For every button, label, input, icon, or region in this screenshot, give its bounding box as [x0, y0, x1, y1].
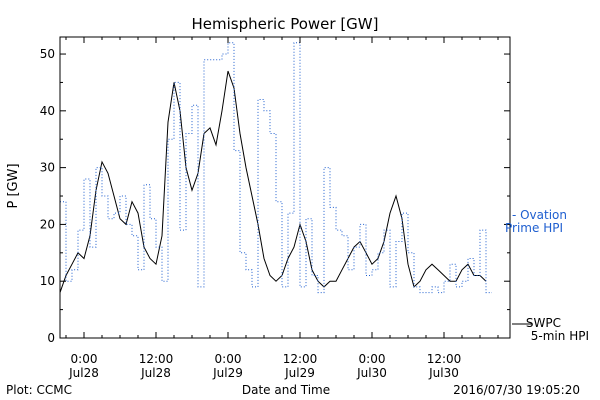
x-tick-label-time: 0:00	[71, 352, 98, 366]
y-tick-label: 30	[40, 161, 55, 175]
x-axis-ticks: 0:00Jul2812:00Jul280:00Jul2912:00Jul290:…	[65, 37, 499, 380]
y-tick-label: 10	[40, 274, 55, 288]
x-tick-label-time: 12:00	[427, 352, 462, 366]
x-axis-label: Date and Time	[242, 383, 330, 397]
x-tick-label-date: Jul29	[212, 366, 243, 380]
series-ovation-prime-hpi	[60, 42, 492, 294]
x-tick-label-date: Jul28	[140, 366, 171, 380]
y-tick-label: 20	[40, 217, 55, 231]
y-axis-ticks: 0 10 20 30 40 50	[40, 47, 510, 345]
x-tick-label-time: 12:00	[283, 352, 318, 366]
x-tick-label-date: Jul30	[428, 366, 459, 380]
legend-ovation-label-2: Prime HPI	[505, 221, 563, 235]
x-tick-label-date: Jul30	[356, 366, 387, 380]
series-line	[59, 70, 487, 293]
chart-title: Hemispheric Power [GW]	[192, 15, 379, 33]
series-layer	[59, 42, 492, 294]
legend-swpc-hpi: SWPC 5-min HPI	[512, 316, 589, 343]
y-tick-label: 40	[40, 104, 55, 118]
y-tick-label: 0	[47, 331, 55, 345]
plot-credit: Plot: CCMC	[6, 383, 72, 397]
x-tick-label-time: 0:00	[359, 352, 386, 366]
series-line	[60, 42, 492, 294]
legend-swpc-label-1: SWPC	[526, 316, 561, 330]
plot-timestamp: 2016/07/30 19:05:20	[453, 383, 580, 397]
x-tick-label-time: 12:00	[139, 352, 174, 366]
legend-ovation-label-1: - Ovation	[512, 208, 567, 222]
series-swpc-hpi	[59, 70, 487, 293]
x-tick-label-date: Jul28	[68, 366, 99, 380]
legend-ovation-prime-hpi: - Ovation Prime HPI	[505, 208, 567, 235]
plot-frame	[59, 36, 511, 339]
x-tick-label-date: Jul29	[284, 366, 315, 380]
x-tick-label-time: 0:00	[215, 352, 242, 366]
y-tick-label: 50	[40, 47, 55, 61]
y-axis-label: P [GW]	[6, 163, 21, 208]
legend-swpc-label-2: 5-min HPI	[531, 329, 589, 343]
